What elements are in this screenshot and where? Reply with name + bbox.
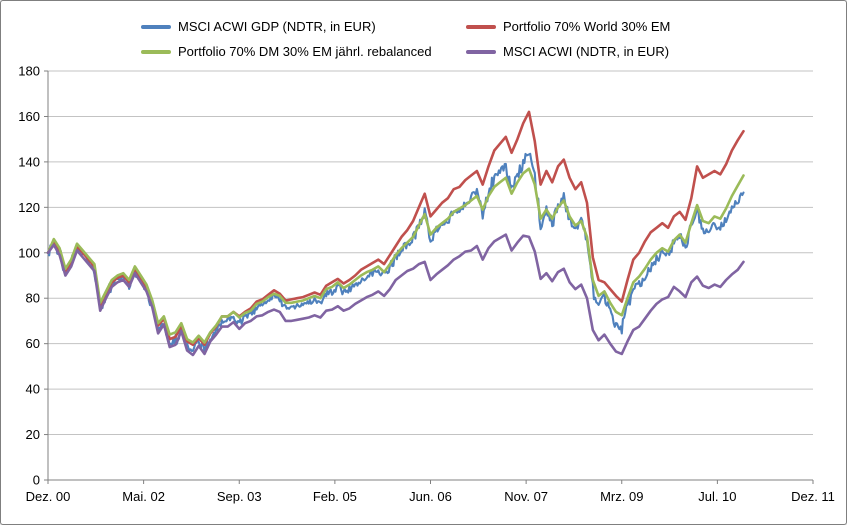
legend-label-msci-acwi: MSCI ACWI (NDTR, in EUR) — [503, 44, 670, 59]
x-tick-label-4: Jun. 06 — [409, 489, 452, 504]
y-tick-label-180: 180 — [18, 64, 40, 79]
legend-label-portfolio-70-world-30-em: Portfolio 70% World 30% EM — [503, 19, 671, 34]
series-line-portfolio-70-dm-30-em-rebalanced — [46, 167, 745, 344]
legend-label-msci-acwi-gdp: MSCI ACWI GDP (NDTR, in EUR) — [178, 19, 376, 34]
legend-swatch-blue-line-icon — [141, 25, 171, 29]
x-tick-label-5: Nov. 07 — [504, 489, 548, 504]
legend-item-portfolio-70-dm-30-em-rebalanced: Portfolio 70% DM 30% EM jährl. rebalance… — [141, 45, 432, 59]
gridlines — [48, 70, 813, 436]
legend-label-portfolio-70-dm-30-em-rebalanced: Portfolio 70% DM 30% EM jährl. rebalance… — [178, 44, 432, 59]
y-tick-label-0: 0 — [33, 473, 40, 488]
x-tick-label-8: Dez. 11 — [791, 489, 835, 504]
y-tick-label-80: 80 — [26, 291, 40, 306]
y-tick-label-140: 140 — [18, 154, 40, 169]
legend-swatch-red-line-icon — [466, 25, 496, 29]
series-line-msci-acwi — [46, 233, 745, 357]
x-tick-label-1: Mai. 02 — [122, 489, 165, 504]
x-tick-label-0: Dez. 00 — [26, 489, 71, 504]
legend-swatch-purple-line-icon — [466, 50, 496, 54]
y-tick-label-160: 160 — [18, 109, 40, 124]
legend-item-msci-acwi-gdp: MSCI ACWI GDP (NDTR, in EUR) — [141, 20, 376, 34]
x-tick-label-6: Mrz. 09 — [600, 489, 643, 504]
legend-swatch-green-line-icon — [141, 50, 171, 54]
y-tick-label-40: 40 — [26, 382, 40, 397]
y-tick-label-100: 100 — [18, 245, 40, 260]
y-tick-label-60: 60 — [26, 336, 40, 351]
legend-item-msci-acwi: MSCI ACWI (NDTR, in EUR) — [466, 45, 669, 59]
y-tick-label-120: 120 — [18, 200, 40, 215]
x-tick-label-3: Feb. 05 — [313, 489, 357, 504]
y-tick-label-20: 20 — [26, 427, 40, 442]
legend-item-portfolio-70-world-30-em: Portfolio 70% World 30% EM — [466, 20, 670, 34]
x-tick-label-2: Sep. 03 — [217, 489, 262, 504]
x-tick-label-7: Jul. 10 — [698, 489, 736, 504]
axes: 0 20 40 60 80 100 120 140 160 180 Dez. 00 Mai. 02 Se… — [18, 64, 835, 505]
